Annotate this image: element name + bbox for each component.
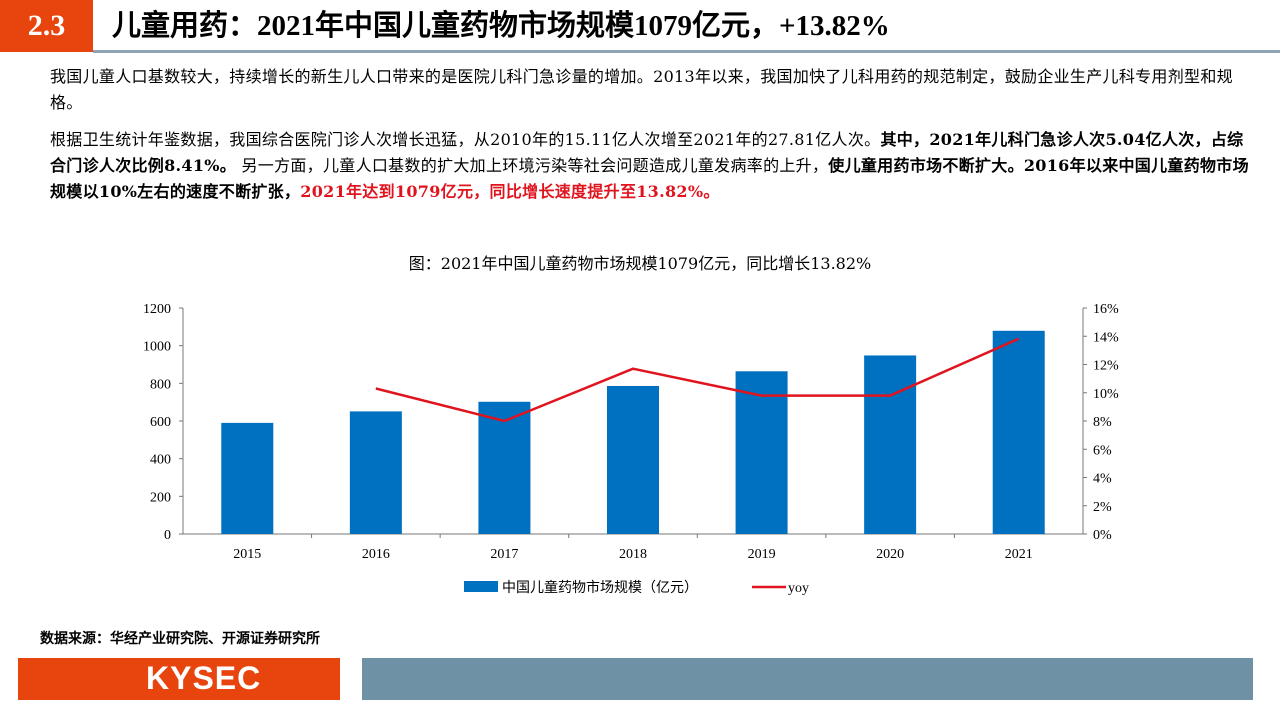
chart-title: 图：2021年中国儿童药物市场规模1079亿元，同比增长13.82% <box>408 254 872 273</box>
legend-bar-label: 中国儿童药物市场规模（亿元） <box>502 579 698 596</box>
left-tick-label: 0 <box>164 528 171 543</box>
bar-2015 <box>221 422 274 534</box>
right-tick-label: 10% <box>1093 387 1119 402</box>
right-tick-label: 16% <box>1093 302 1119 317</box>
x-tick-label: 2019 <box>748 547 776 562</box>
x-tick-label: 2015 <box>233 547 261 562</box>
right-tick-label: 2% <box>1093 500 1112 515</box>
left-tick-label: 1000 <box>143 340 171 355</box>
right-tick-label: 12% <box>1093 359 1119 374</box>
right-tick-label: 8% <box>1093 415 1112 430</box>
right-tick-label: 0% <box>1093 528 1112 543</box>
paragraph-2: 根据卫生统计年鉴数据，我国综合医院门诊人次增长迅猛，从2010年的15.11亿人… <box>50 127 1250 205</box>
legend-bar-swatch <box>464 581 498 592</box>
p2-text: 根据卫生统计年鉴数据，我国综合医院门诊人次增长迅猛，从2010年的15.11亿人… <box>50 130 881 149</box>
x-tick-label: 2021 <box>1005 547 1033 562</box>
right-tick-label: 14% <box>1093 330 1119 345</box>
paragraph-1: 我国儿童人口基数较大，持续增长的新生儿人口带来的是医院儿科门急诊量的增加。201… <box>50 67 1233 112</box>
section-number: 2.3 <box>0 0 93 52</box>
page-title: 儿童用药：2021年中国儿童药物市场规模1079亿元，+13.82% <box>112 10 890 42</box>
bar-2019 <box>735 371 788 534</box>
bar-2018 <box>607 385 659 534</box>
yoy-line <box>375 337 1020 423</box>
bar-2021 <box>992 330 1045 534</box>
left-tick-label: 800 <box>150 377 171 392</box>
left-tick-label: 600 <box>150 415 171 430</box>
x-tick-label: 2020 <box>876 547 904 562</box>
title-divider <box>93 50 1280 53</box>
bar-2020 <box>864 355 917 534</box>
x-tick-label: 2016 <box>362 547 390 562</box>
footer-bar <box>362 658 1253 700</box>
p2-bold: 其中，2021年儿科门急诊人次5.04亿人次，占综合门诊人次比例8.41%。 <box>50 130 1244 175</box>
right-tick-label: 6% <box>1093 443 1112 458</box>
kysec-logo: KYSEC <box>18 658 340 700</box>
x-tick-label: 2018 <box>619 547 647 562</box>
left-tick-label: 200 <box>150 490 171 505</box>
p2-text: 另一方面，儿童人口基数的扩大加上环境污染等社会问题造成儿童发病率的上升， <box>236 156 829 175</box>
p2-highlight: 2021年达到1079亿元，同比增长速度提升至13.82%。 <box>300 182 720 201</box>
p2-bold: 使儿童用药市场不断扩大。2016年以来中国儿童药物市场规模以10%左右的速度不断… <box>50 156 1249 201</box>
bar-2016 <box>349 411 402 534</box>
data-source: 数据来源：华经产业研究院、开源证券研究所 <box>40 631 320 647</box>
legend-line-label: yoy <box>788 581 809 596</box>
x-tick-label: 2017 <box>490 547 518 562</box>
right-tick-label: 4% <box>1093 472 1112 487</box>
bar-2017 <box>478 401 531 534</box>
left-tick-label: 1200 <box>143 302 171 317</box>
logo-text: KYSEC <box>146 660 262 696</box>
left-tick-label: 400 <box>150 453 171 468</box>
